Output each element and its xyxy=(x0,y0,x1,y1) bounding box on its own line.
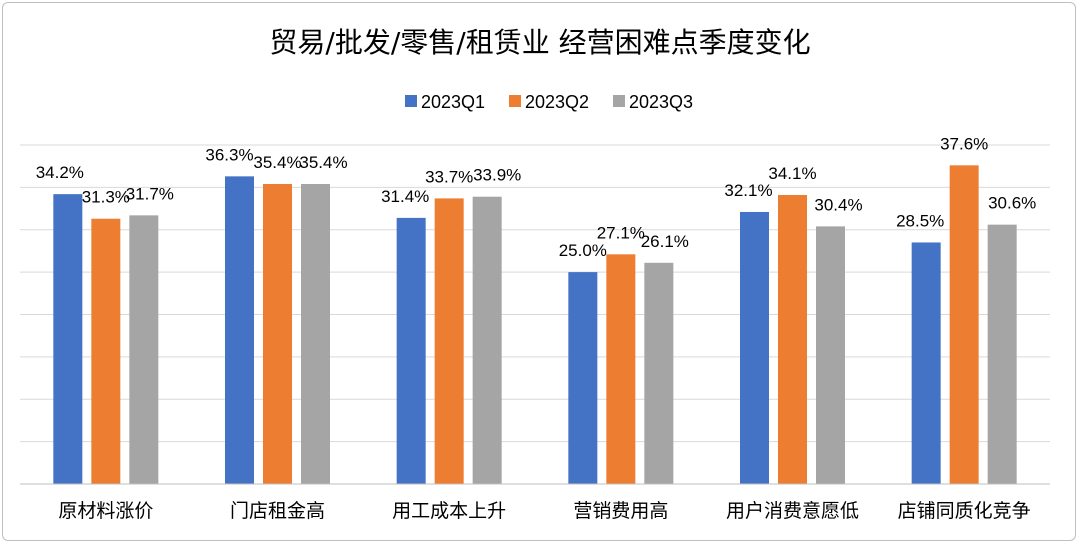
legend-label: 2023Q1 xyxy=(421,92,485,112)
data-label: 33.7% xyxy=(425,167,473,186)
data-labels: 34.2%31.3%31.7%36.3% 35.4%35.4%31.4%33.7%… xyxy=(36,134,1037,260)
bar-2023Q3-1 xyxy=(301,183,330,485)
bar-2023Q3-0 xyxy=(129,215,159,484)
data-label: 25.0% xyxy=(559,241,607,260)
bar-2023Q2-2 xyxy=(434,198,464,484)
x-axis: 原材料涨价 门店租金高 用工成本上升 营销费用高 用户消费意愿低 店铺同质化竞争 xyxy=(20,483,1050,522)
bar-2023Q2-3 xyxy=(606,254,636,484)
data-label: 31.7% xyxy=(126,184,174,203)
bar-2023Q1-3 xyxy=(568,272,598,484)
data-label: 35.4% xyxy=(253,153,301,172)
bar-2023Q3-2 xyxy=(472,196,502,484)
legend-swatch xyxy=(509,95,521,107)
bar-2023Q1-4 xyxy=(740,211,769,484)
category-label: 原材料涨价 xyxy=(58,500,153,522)
bar-2023Q1-0 xyxy=(53,194,83,484)
legend-swatch xyxy=(405,95,417,107)
data-label: 35.4% xyxy=(299,153,347,172)
data-label: 37.6% xyxy=(940,134,988,153)
bars xyxy=(53,165,1017,485)
bar-2023Q3-3 xyxy=(644,262,674,484)
data-label: 34.1% xyxy=(768,164,816,183)
data-label: 34.2% xyxy=(36,163,84,182)
data-label: 33.9% xyxy=(473,166,521,185)
chart-title: 贸易/批发/零售/租赁业 经营困难点季度变化 xyxy=(269,26,810,59)
data-label: 31.4% xyxy=(381,187,429,206)
bar-2023Q1-2 xyxy=(396,217,426,484)
bar-2023Q3-4 xyxy=(816,226,845,485)
data-label: 36.3% xyxy=(205,145,253,164)
legend-label: 2023Q3 xyxy=(629,92,693,112)
legend: 2023Q1 2023Q2 2023Q3 xyxy=(405,92,693,112)
bar-2023Q2-1 xyxy=(263,183,292,485)
bar-2023Q1-1 xyxy=(225,176,254,485)
category-label: 店铺同质化竞争 xyxy=(898,500,1031,522)
category-label: 用户消费意愿低 xyxy=(726,500,859,522)
bar-2023Q2-0 xyxy=(91,218,121,485)
bar-2023Q1-5 xyxy=(911,242,941,484)
bar-2023Q2-4 xyxy=(778,195,807,484)
legend-swatch xyxy=(613,95,625,107)
data-label: 32.1% xyxy=(724,181,772,200)
bar-2023Q3-5 xyxy=(987,224,1017,485)
bar-2023Q2-5 xyxy=(949,165,979,484)
category-label: 门店租金高 xyxy=(230,500,325,522)
data-label: 30.6% xyxy=(988,194,1036,213)
data-label: 28.5% xyxy=(896,211,944,230)
gridlines xyxy=(20,144,1050,443)
data-label: 31.3% xyxy=(82,188,130,207)
data-label: 27.1% xyxy=(597,223,645,242)
category-label: 营销费用高 xyxy=(573,500,668,522)
category-label: 用工成本上升 xyxy=(392,500,506,522)
legend-label: 2023Q2 xyxy=(525,92,589,112)
data-label: 26.1% xyxy=(641,232,689,251)
data-label: 30.4% xyxy=(814,195,862,214)
